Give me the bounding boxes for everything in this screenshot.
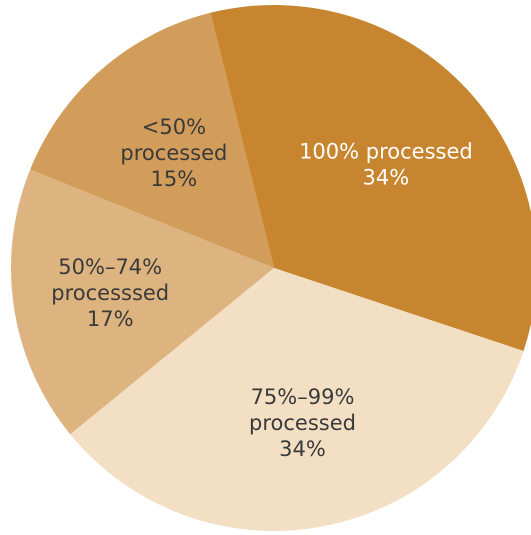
slice-value-0: 34% — [363, 165, 410, 189]
slice-label-0: 100% processed 34% — [299, 139, 473, 189]
pie-slice-2 — [11, 169, 275, 435]
slice-label-line-1-0: 75%–99% — [251, 385, 355, 409]
slice-value-1: 34% — [279, 437, 326, 461]
slice-label-3: <50% processed 15% — [120, 115, 227, 191]
slice-value-3: 15% — [151, 167, 198, 191]
slice-label-line-1-1: processed — [249, 411, 356, 435]
slice-label-2: 50%–74% processsed 17% — [51, 255, 169, 331]
pie-labels: 100% processed 34%75%–99% processed 34%50%–… — [51, 115, 472, 461]
pie-slice-1 — [70, 268, 524, 531]
slice-label-line-3-1: processed — [120, 141, 227, 165]
slice-label-line-2-1: processsed — [51, 281, 169, 305]
slice-label-line-2-0: 50%–74% — [58, 255, 162, 279]
slice-label-line-3-0: <50% — [142, 115, 206, 139]
pie-slices — [11, 5, 531, 531]
slice-label-1: 75%–99% processed 34% — [249, 385, 356, 461]
pie-slice-0 — [210, 5, 531, 352]
pie-slice-3 — [30, 12, 275, 269]
slice-value-2: 17% — [87, 307, 134, 331]
slice-label-line-0-0: 100% processed — [299, 139, 473, 163]
